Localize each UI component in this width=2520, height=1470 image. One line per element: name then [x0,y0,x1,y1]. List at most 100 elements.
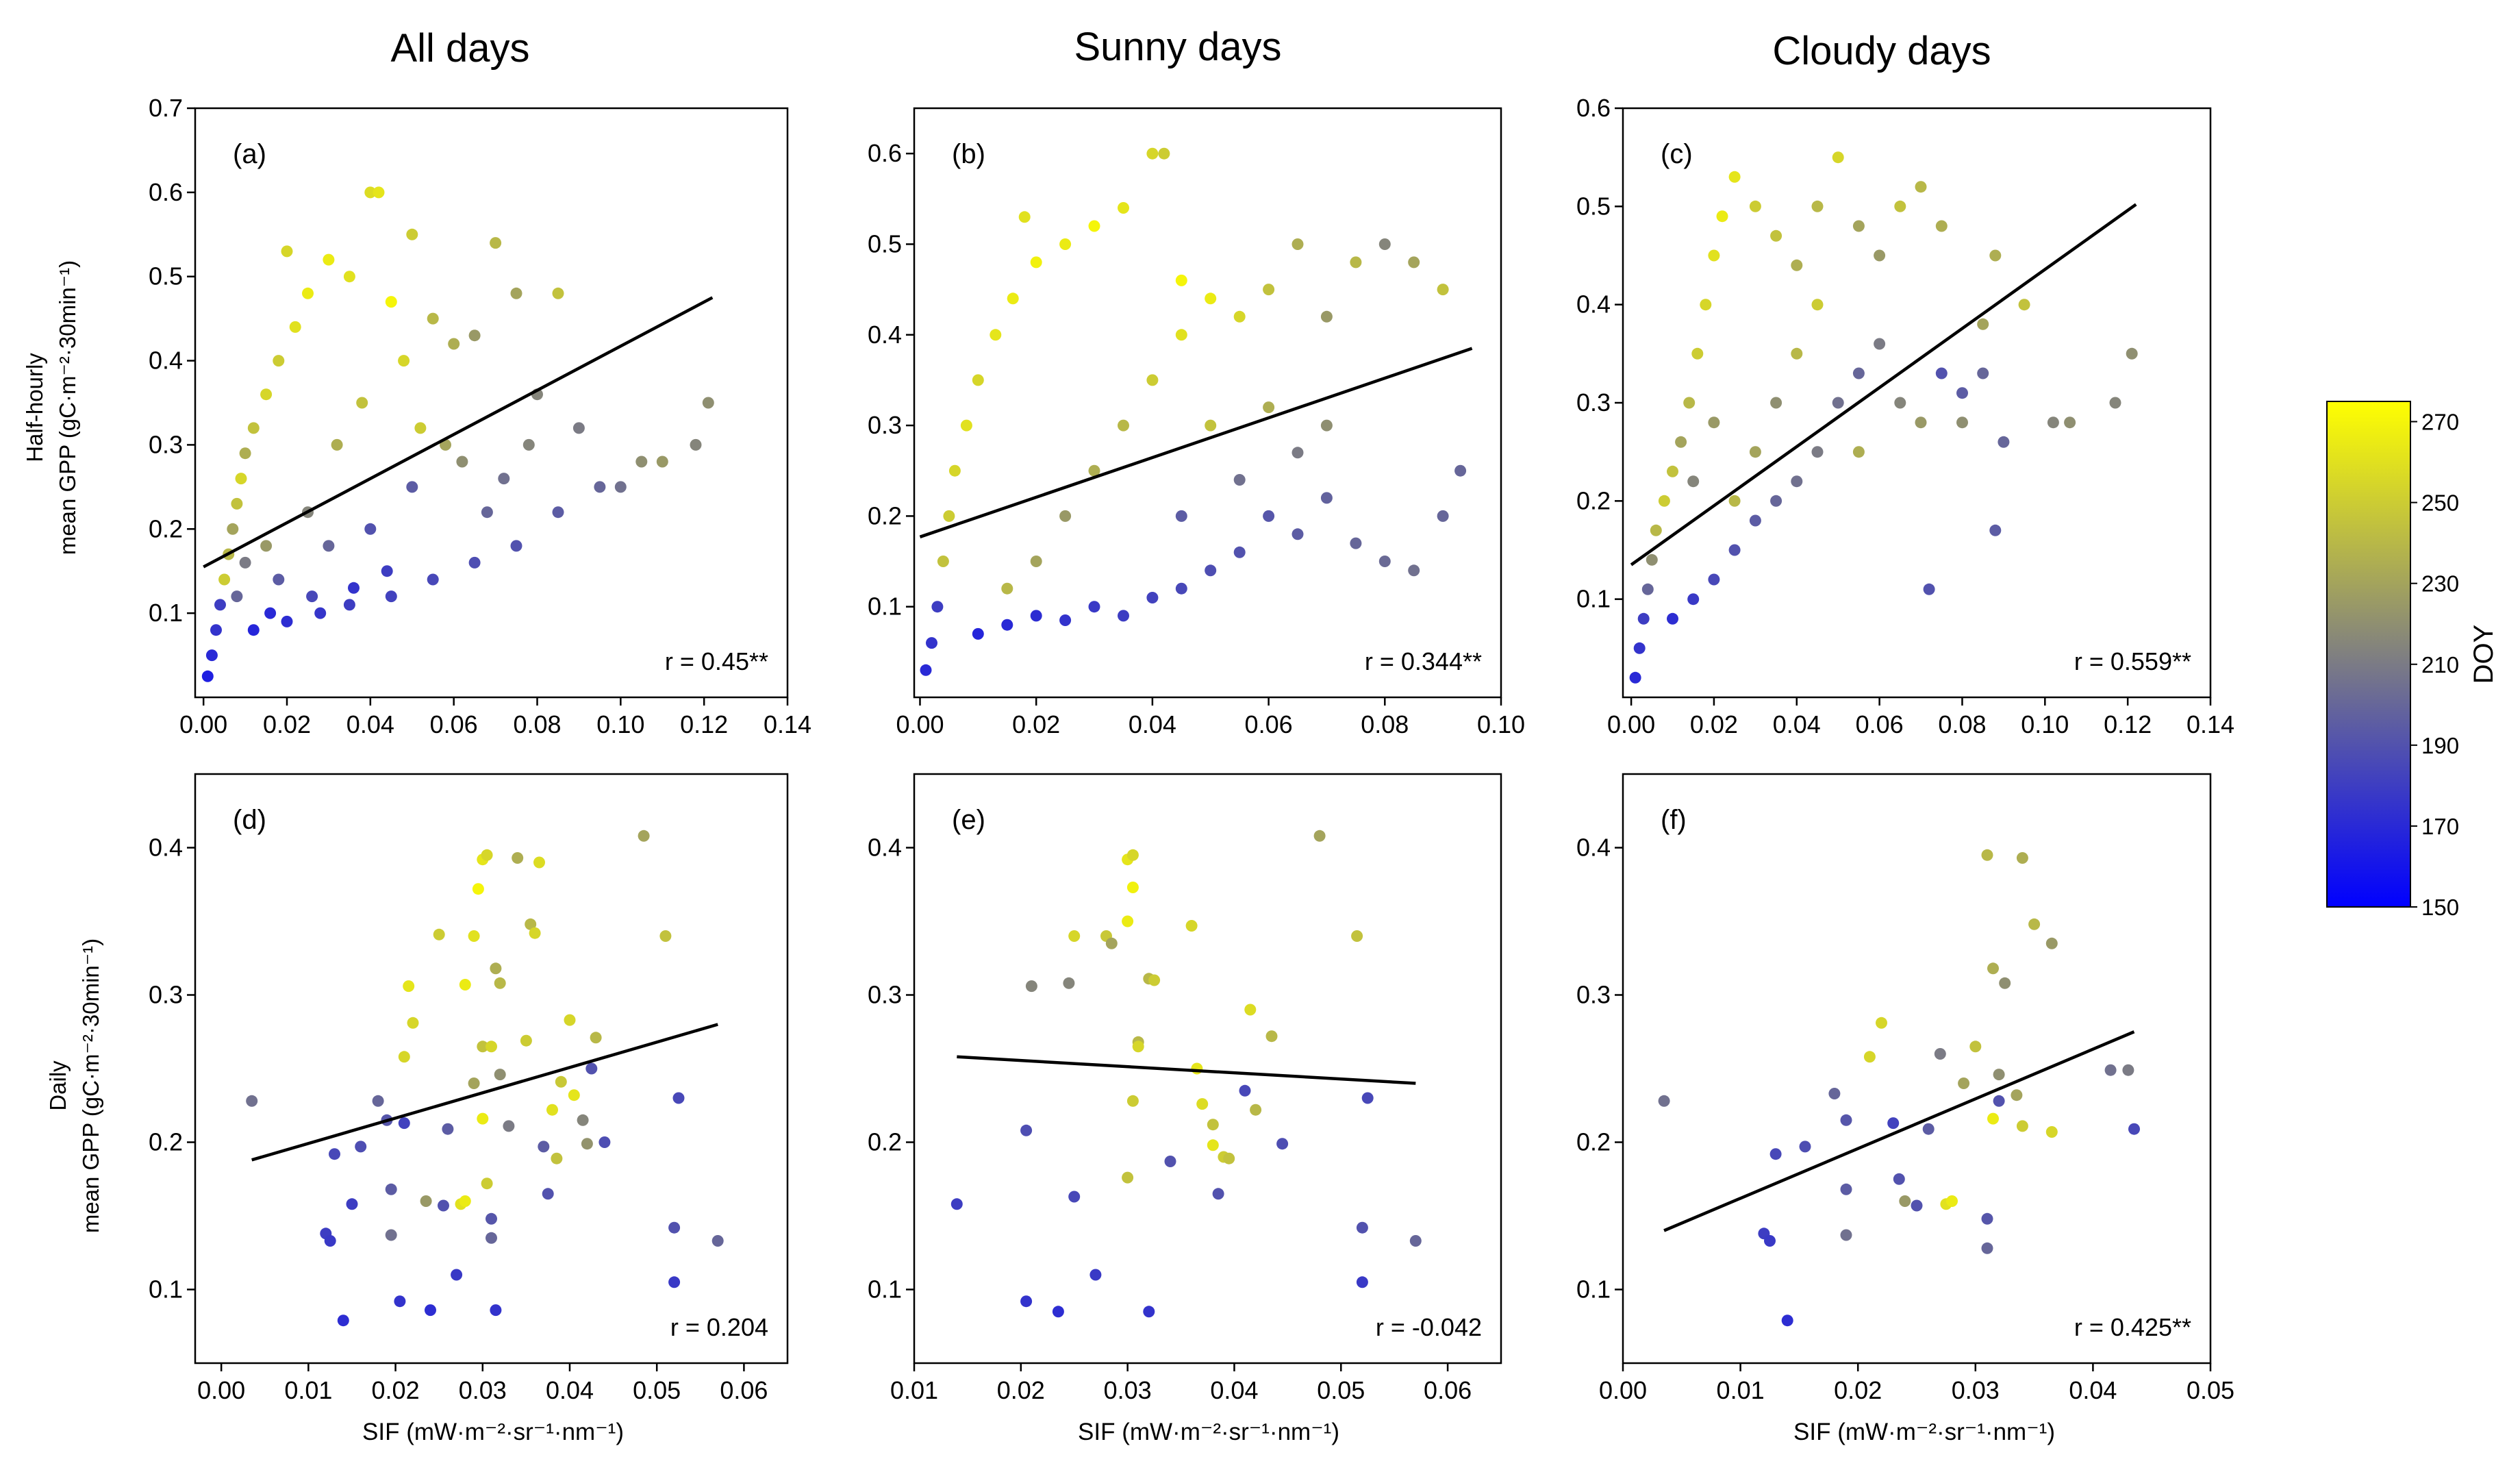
data-point [264,607,277,619]
data-point [1728,495,1741,507]
x-tick-label: 0.03 [1952,1376,2000,1404]
data-point [1233,310,1246,323]
panel-label: (b) [952,139,985,169]
data-point [1887,1117,1900,1130]
data-point [1191,1062,1203,1075]
data-point [1667,465,1678,477]
data-point [1935,220,1948,232]
y-tick-label: 0.3 [868,411,902,439]
data-point [926,637,937,649]
data-point [1207,1139,1219,1151]
data-point [1989,249,2002,262]
y-tick-label: 0.4 [1576,290,1611,319]
x-tick-label: 0.04 [1210,1376,1258,1404]
data-point [568,1089,580,1101]
data-point [329,1148,340,1160]
data-point [1205,564,1217,577]
x-tick-label: 0.02 [1012,710,1060,738]
data-point [289,321,301,333]
data-point [1716,210,1728,223]
data-point [1876,1017,1887,1029]
data-point [324,1235,336,1247]
data-point [372,1095,384,1107]
data-point [1708,249,1720,262]
data-point [306,590,318,603]
data-point [273,355,285,367]
data-point [1981,1212,1993,1225]
data-point [468,1077,480,1089]
data-point [364,186,377,199]
data-point [1263,401,1275,414]
data-point [1001,582,1013,595]
data-point [398,355,410,367]
y-tick-label: 0.4 [1576,834,1611,862]
data-point [1063,977,1075,989]
data-point [1852,446,1865,458]
data-point [331,438,343,451]
data-point [1361,1092,1374,1104]
data-point [2016,852,2028,864]
data-point [594,481,606,493]
data-point [356,397,368,409]
y-tick-label: 0.3 [149,430,183,458]
data-point [406,228,418,240]
data-point [398,1117,410,1130]
data-point [385,296,397,308]
data-point [427,312,439,325]
data-point [1958,1077,1970,1089]
data-point [494,1069,506,1081]
x-tick-label: 0.06 [430,710,478,738]
data-point [1852,220,1865,232]
data-point [1708,416,1720,429]
colorbar-tick-label: 230 [2421,571,2459,597]
data-point [1923,583,1935,595]
data-point [1356,1276,1368,1288]
y-tick-label: 0.2 [149,514,183,543]
data-point [1118,610,1129,622]
data-point [1126,882,1139,893]
data-point [551,1152,563,1164]
data-point [1840,1229,1852,1241]
x-tick-label: 0.04 [2069,1376,2117,1404]
data-point [1292,447,1304,459]
data-point [1158,147,1170,160]
colorbar-gradient [2327,401,2410,907]
data-point [231,590,243,603]
x-tick-label: 0.01 [1717,1376,1765,1404]
data-point [1770,229,1782,242]
data-point [438,1199,449,1212]
data-point [1764,1235,1776,1247]
y-tick-label: 0.7 [149,94,183,122]
x-tick-label: 0.03 [459,1376,507,1404]
points-group [950,830,1422,1318]
data-point [503,1120,515,1132]
data-point [451,1269,463,1281]
x-tick-label: 0.03 [1104,1376,1152,1404]
data-point [459,1195,471,1207]
data-point [533,856,545,869]
plot-frame [194,107,789,699]
data-point [420,1195,432,1207]
data-point [1207,1119,1219,1131]
panel-c: 0.00 0.02 0.04 0.06 0.08 0.10 0.12 0.14 0.1 0.2 0.… [1576,94,2234,738]
data-point [1728,171,1741,183]
y-tick-label: 0.3 [1576,981,1611,1009]
data-point [1020,1124,1033,1136]
data-point [1646,553,1658,566]
data-point [1770,397,1782,409]
data-point [364,523,377,535]
data-point [343,599,355,611]
y-tick-label: 0.2 [149,1128,183,1156]
data-point [538,1141,550,1153]
data-point [406,481,418,493]
data-point [960,419,972,432]
data-point [1650,524,1662,536]
x-tick-label: 0.05 [1317,1376,1365,1404]
data-point [572,422,585,434]
x-tick-label: 0.04 [546,1376,594,1404]
points-group [1629,151,2138,684]
data-point [1637,612,1650,625]
data-point [1350,256,1362,269]
data-point [1175,582,1187,595]
